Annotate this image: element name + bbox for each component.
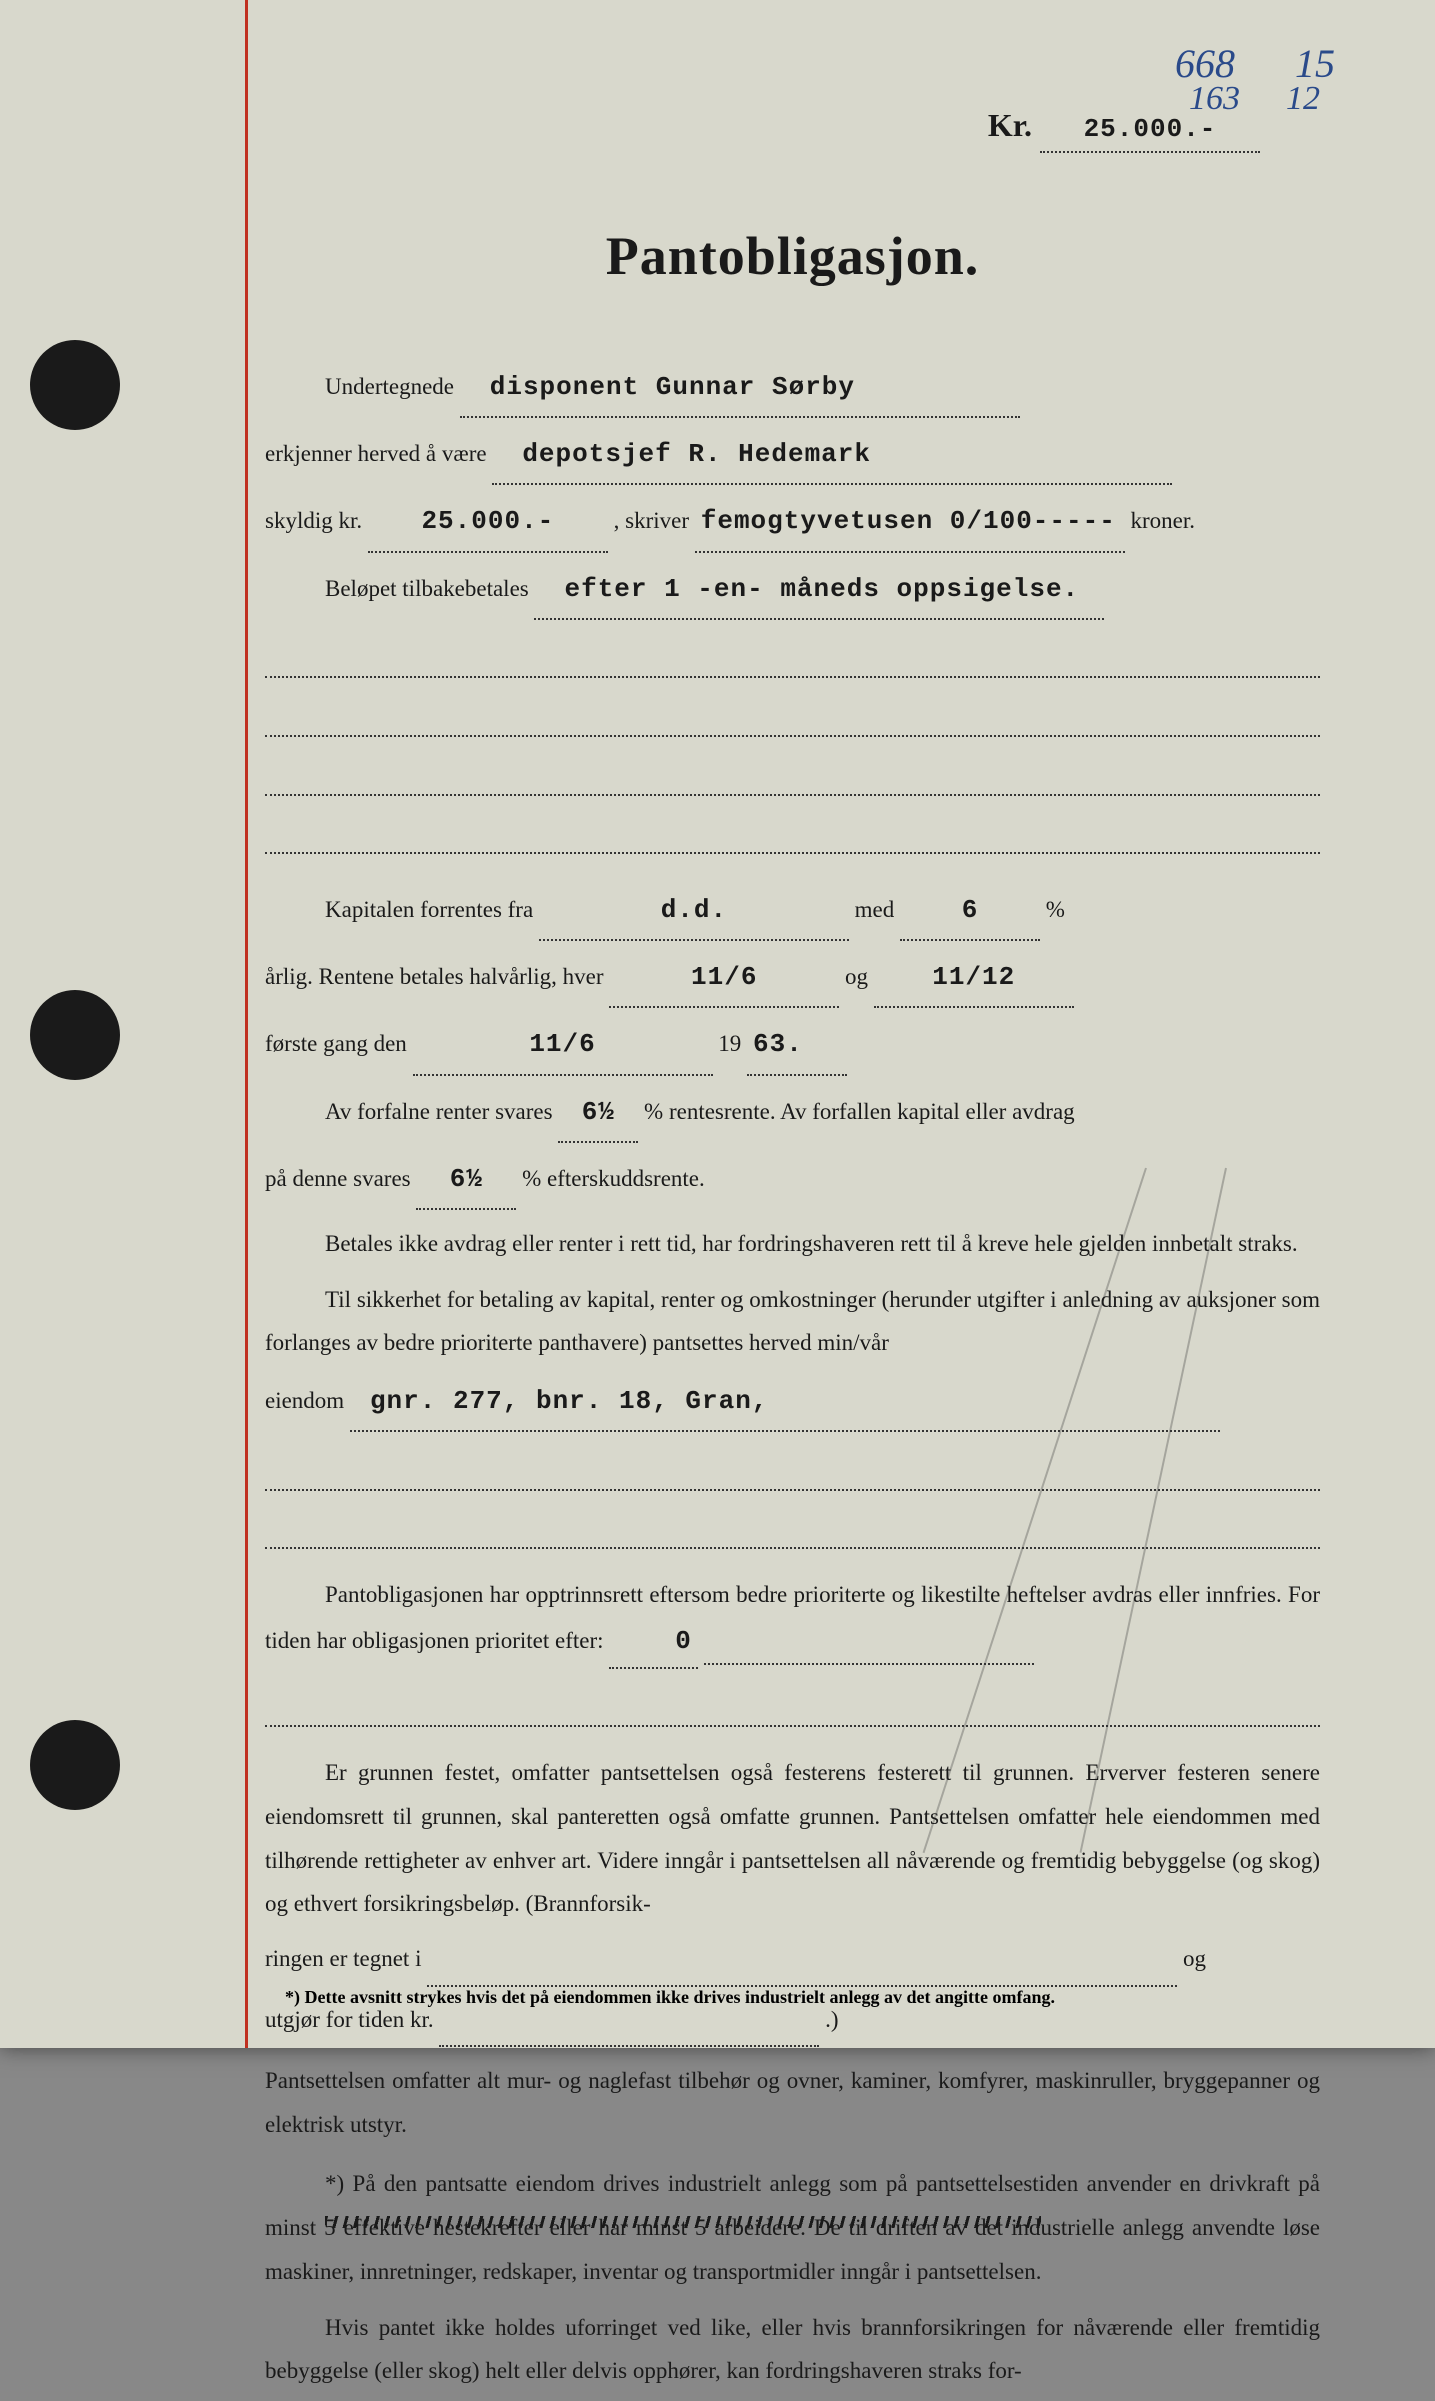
first-payment-line: første gang den 11/6 19 63. <box>265 1016 1320 1075</box>
insurance-line: ringen er tegnet i og <box>265 1934 1320 1987</box>
overdue-interest-line: Av forfalne renter svares 6½ % rentesren… <box>265 1084 1320 1143</box>
punch-hole <box>30 1720 120 1810</box>
punch-hole <box>30 340 120 430</box>
industrial-clause-struck: *) På den pantsatte eiendom drives indus… <box>265 2162 1320 2293</box>
amount-header: Kr. 25.000.- <box>265 100 1320 153</box>
arrears-rate: 6½ <box>416 1151 516 1210</box>
arrears-suffix: % efterskuddsrente. <box>522 1166 705 1191</box>
repayment-value: efter 1 -en- måneds oppsigelse. <box>534 561 1104 620</box>
interest-rate: 6 <box>900 882 1040 941</box>
overdue-rate: 6½ <box>558 1084 638 1143</box>
repayment-label: Beløpet tilbakebetales <box>325 576 529 601</box>
punch-hole <box>30 990 120 1080</box>
acknowledges-line: erkjenner herved å være depotsjef R. Hed… <box>265 426 1320 485</box>
undersigned-value: disponent Gunnar Sørby <box>460 359 1020 418</box>
undersigned-line: Undertegnede disponent Gunnar Sørby <box>265 359 1320 418</box>
insurance-label-b: og <box>1183 1946 1206 1971</box>
kroner-label: kroner. <box>1131 508 1196 533</box>
insurance-label-a: ringen er tegnet i <box>265 1946 421 1971</box>
interest-date-2: 11/12 <box>874 949 1074 1008</box>
amount-words: femogtyvetusen 0/100----- <box>695 493 1125 552</box>
annual-label: årlig. Rentene betales halvårlig, hver <box>265 964 603 989</box>
struck-text: *) På den pantsatte eiendom drives indus… <box>265 2171 1320 2283</box>
blank-line <box>265 686 1320 737</box>
blank-line <box>265 1440 1320 1491</box>
blank-line <box>265 1677 1320 1728</box>
default-clause: Betales ikke avdrag eller renter i rett … <box>265 1222 1320 1266</box>
document-content: Kr. 25.000.- Pantobligasjon. Undertegned… <box>265 100 1320 2401</box>
blank-line <box>265 628 1320 679</box>
property-label: eiendom <box>265 1388 344 1413</box>
owing-label: skyldig kr. <box>265 508 362 533</box>
repayment-line: Beløpet tilbakebetales efter 1 -en- måne… <box>265 561 1320 620</box>
priority-clause: Pantobligasjonen har opptrinnsrett efter… <box>265 1573 1320 1668</box>
property-value: gnr. 277, bnr. 18, Gran, <box>350 1373 1220 1432</box>
fixtures-clause: Pantsettelsen omfatter alt mur- og nagle… <box>265 2059 1320 2146</box>
amount-line: skyldig kr. 25.000.- , skriver femogtyve… <box>265 493 1320 552</box>
compound-label: % rentesrente. Av forfallen kapital elle… <box>644 1099 1075 1124</box>
margin-rule <box>245 0 248 2048</box>
and-label: og <box>845 964 868 989</box>
acknowledges-label: erkjenner herved å være <box>265 441 487 466</box>
capital-interest-line: Kapitalen forrentes fra d.d. med 6 % <box>265 882 1320 941</box>
undersigned-label: Undertegnede <box>325 374 454 399</box>
interest-date-1: 11/6 <box>609 949 839 1008</box>
creditor-value: depotsjef R. Hedemark <box>492 426 1172 485</box>
insurance-label-d: .) <box>825 2007 838 2032</box>
kr-value: 25.000.- <box>1040 109 1260 153</box>
owing-value: 25.000.- <box>368 493 608 552</box>
year: 63. <box>747 1016 847 1075</box>
footnote: *) Dette avsnitt strykes hvis det på eie… <box>285 1987 1055 2008</box>
century-label: 19 <box>718 1031 741 1056</box>
with-label: med <box>855 897 895 922</box>
percent-label: % <box>1046 897 1065 922</box>
kr-label: Kr. <box>988 107 1032 143</box>
first-date: 11/6 <box>413 1016 713 1075</box>
leasehold-clause: Er grunnen festet, omfatter pantsettelse… <box>265 1751 1320 1926</box>
arrears-label: på denne svares <box>265 1166 411 1191</box>
insurance-label-c: utgjør for tiden kr. <box>265 2007 434 2032</box>
document-title: Pantobligasjon. <box>265 213 1320 299</box>
blank-line <box>265 1499 1320 1550</box>
blank-line <box>265 804 1320 855</box>
property-line: eiendom gnr. 277, bnr. 18, Gran, <box>265 1373 1320 1432</box>
writes-label: , skriver <box>614 508 689 533</box>
impairment-clause: Hvis pantet ikke holdes uforringet ved l… <box>265 2306 1320 2393</box>
first-time-label: første gang den <box>265 1031 407 1056</box>
interest-payment-line: årlig. Rentene betales halvårlig, hver 1… <box>265 949 1320 1008</box>
security-clause: Til sikkerhet for betaling av kapital, r… <box>265 1278 1320 1365</box>
overdue-label: Av forfalne renter svares <box>325 1099 553 1124</box>
blank-line <box>265 745 1320 796</box>
capital-from: d.d. <box>539 882 849 941</box>
capital-label: Kapitalen forrentes fra <box>325 897 533 922</box>
document-page: 668 163 15 12 Kr. 25.000.- Pantobligasjo… <box>0 0 1435 2048</box>
arrears-interest-line: på denne svares 6½ % efterskuddsrente. <box>265 1151 1320 1210</box>
priority-value: 0 <box>609 1617 698 1668</box>
